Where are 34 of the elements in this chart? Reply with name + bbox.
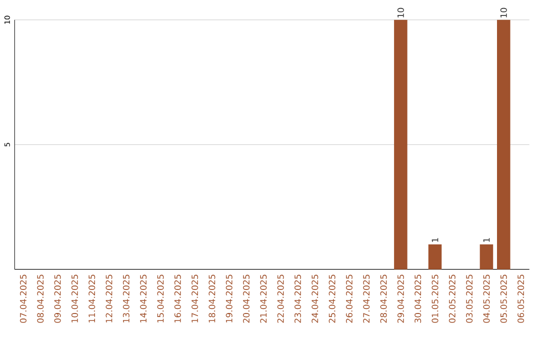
x-tick-label: 20.04.2025 — [243, 274, 250, 323]
x-tick-label: 10.04.2025 — [71, 274, 78, 322]
x-tick-label: 06.05.2025 — [518, 274, 524, 323]
x-tick-label: 27.04.2025 — [363, 274, 370, 323]
x-tick-label: 21.04.2025 — [260, 274, 267, 323]
x-tick-label: 18.04.2025 — [208, 274, 216, 322]
x-tick-label: 11.04.2025 — [88, 274, 96, 322]
x-tick-label: 04.05.2025 — [483, 274, 490, 323]
x-tick-label: 02.05.2025 — [448, 274, 456, 323]
x-tick-label: 26.04.2025 — [346, 274, 352, 323]
x-tick-label: 05.05.2025 — [500, 274, 507, 323]
x-tick-label: 15.04.2025 — [157, 274, 164, 322]
x-tick-label: 08.04.2025 — [37, 274, 44, 323]
x-tick-label: 29.04.2025 — [397, 274, 404, 323]
x-tick-label: 13.04.2025 — [122, 274, 130, 322]
data-label: 10 — [500, 8, 507, 18]
x-tick-label: 09.04.2025 — [54, 274, 61, 323]
x-tick-label: 17.04.2025 — [192, 274, 198, 322]
x-tick-label: 28.04.2025 — [380, 274, 387, 323]
x-tick-label: 25.04.2025 — [328, 274, 336, 323]
data-label: 1 — [483, 238, 490, 242]
data-label: 10 — [397, 8, 404, 18]
x-tick-label: 12.04.2025 — [106, 274, 112, 322]
x-tick-label: 16.04.2025 — [174, 274, 181, 322]
x-tick-label: 07.04.2025 — [20, 274, 26, 323]
data-label: 1 — [432, 238, 438, 242]
x-tick-label: 03.05.2025 — [466, 274, 473, 323]
x-tick-label: 24.04.2025 — [312, 274, 318, 323]
x-tick-label: 23.04.2025 — [294, 274, 302, 323]
x-tick-label: 22.04.2025 — [277, 274, 284, 323]
x-tick-label: 30.04.2025 — [414, 274, 422, 323]
x-tick-label: 19.04.2025 — [226, 274, 232, 322]
x-tick-label: 14.04.2025 — [140, 274, 147, 322]
x-tick-label: 01.05.2025 — [432, 274, 438, 323]
